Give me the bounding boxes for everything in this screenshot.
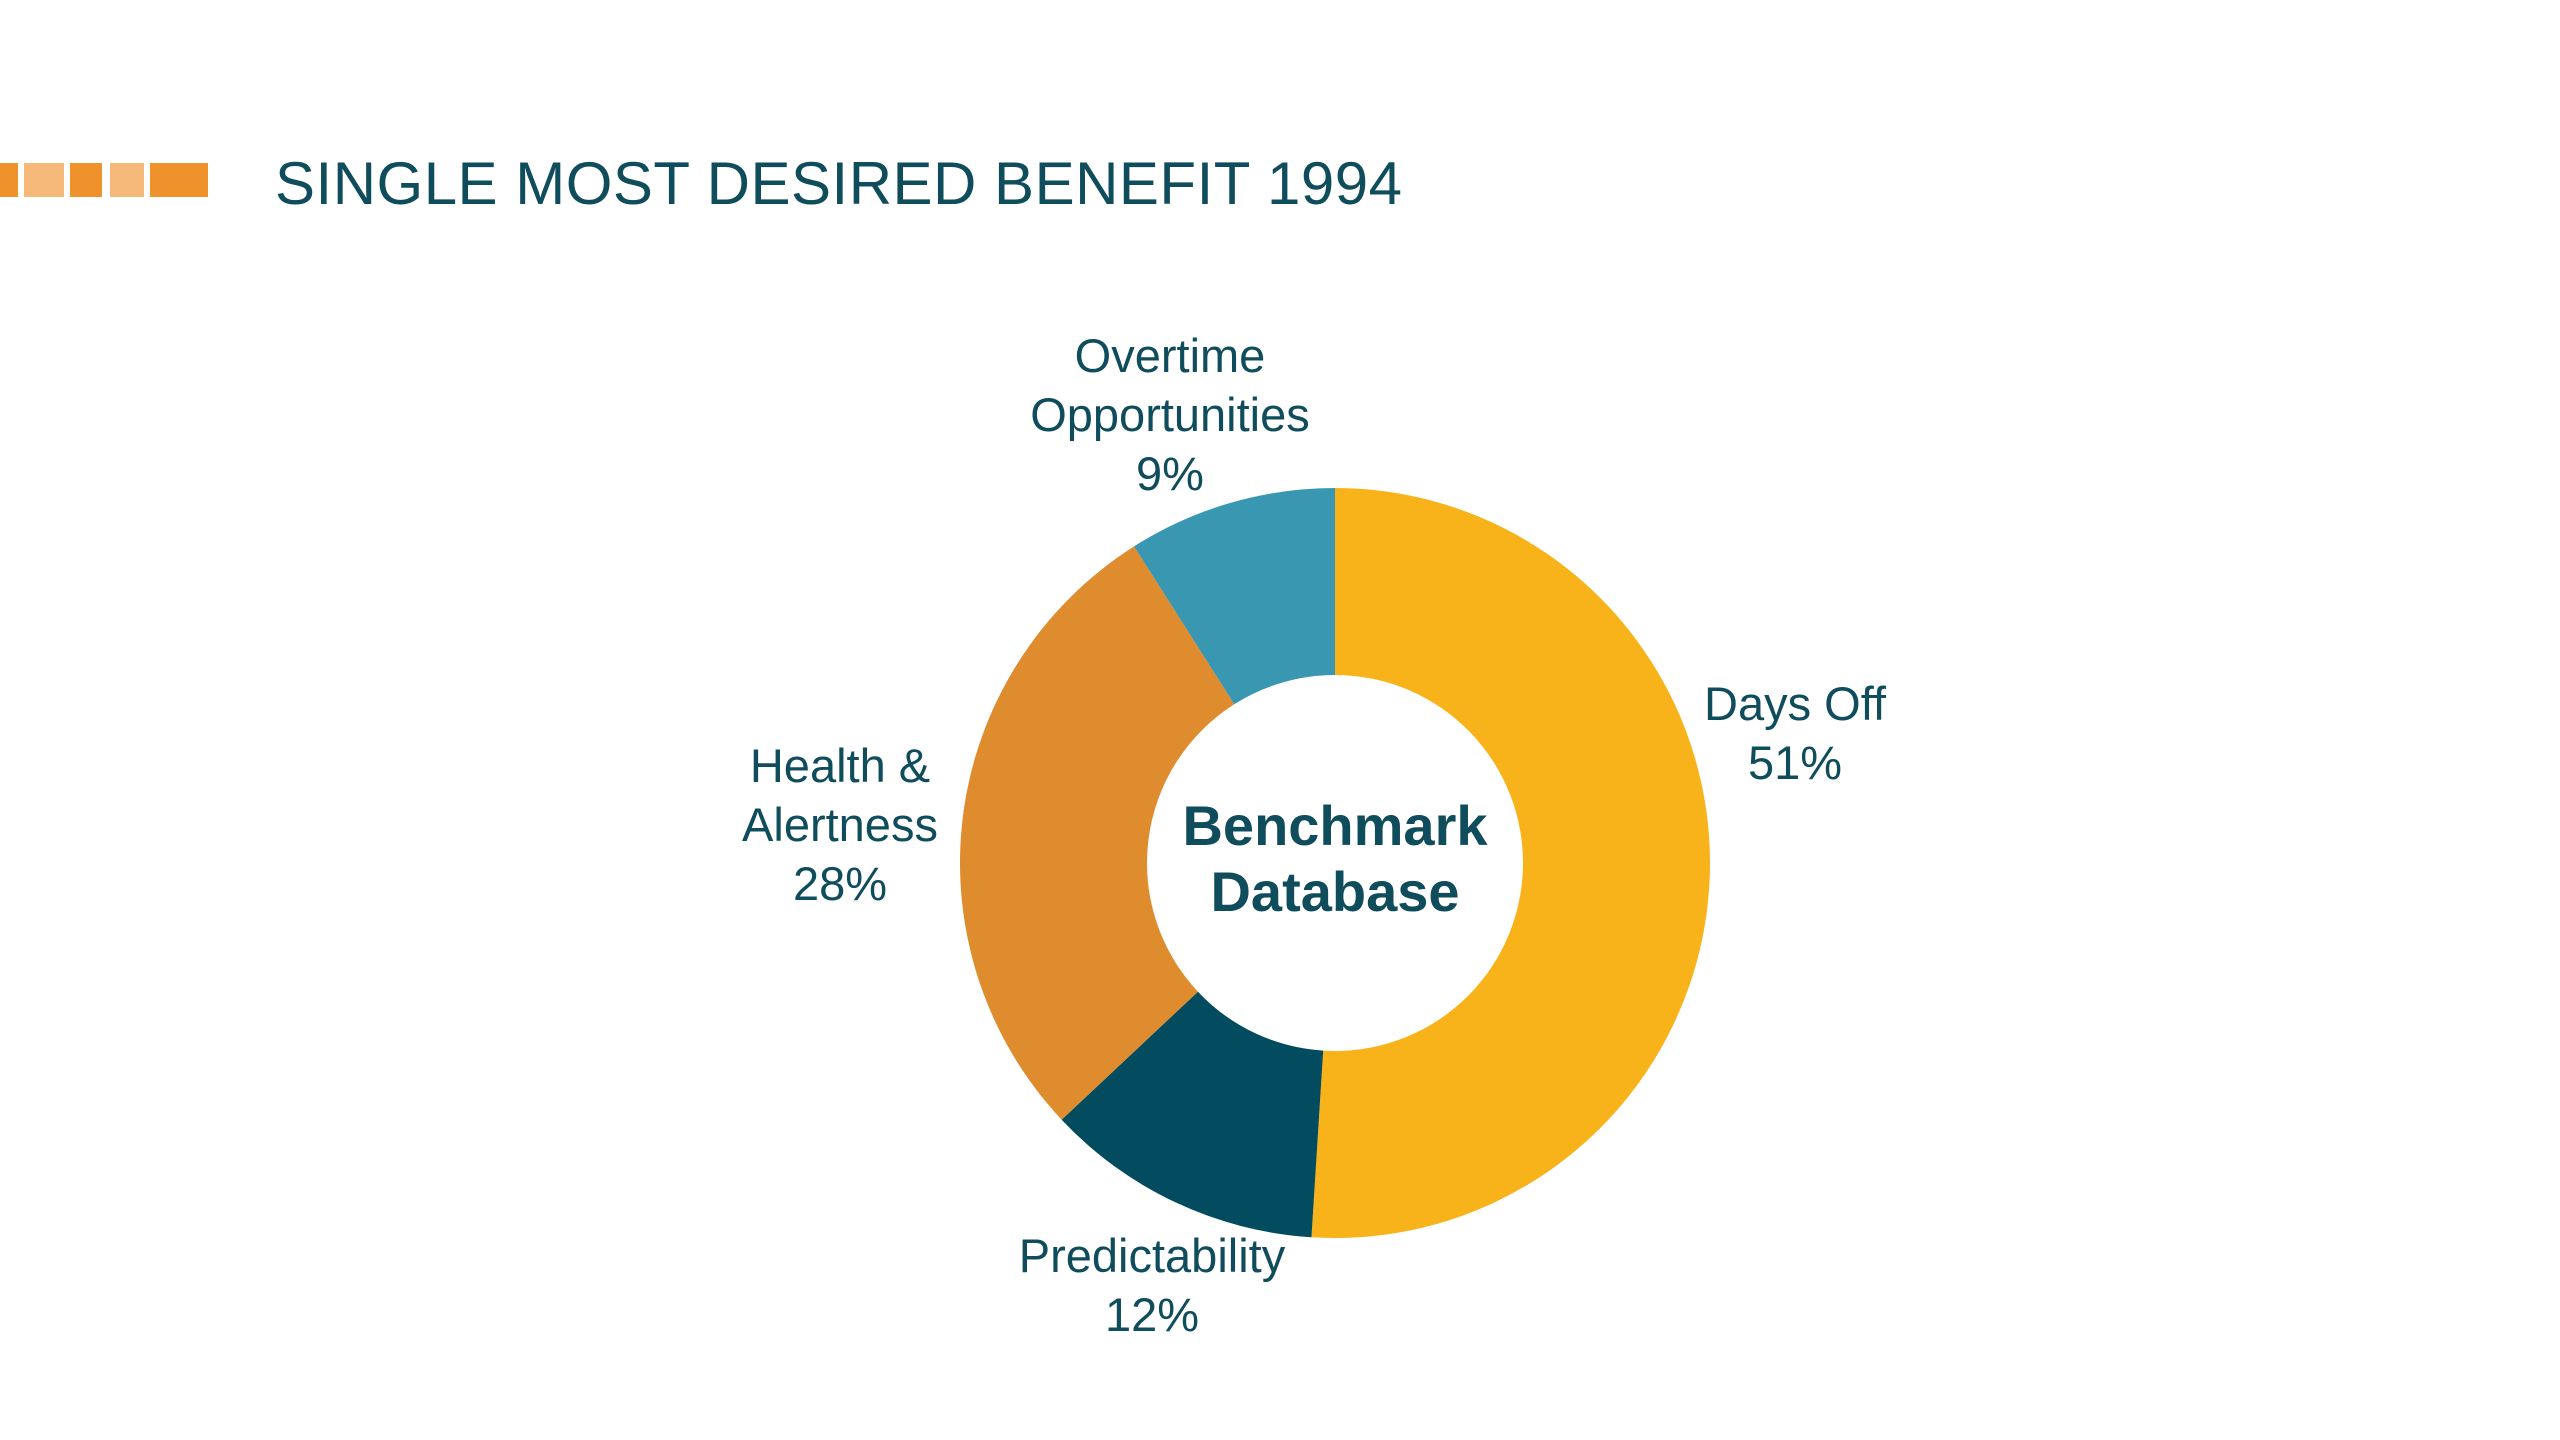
slice-label: Days Off 51% — [1704, 677, 1887, 789]
center-label: Benchmark Database — [1182, 794, 1488, 923]
slice-value-label: 12% — [1105, 1288, 1199, 1341]
slice-predictability — [1061, 991, 1324, 1238]
slice-category-label: Days Off — [1704, 677, 1887, 730]
slice-overtime-opportunities — [1134, 488, 1335, 705]
accent-bar-segment — [150, 163, 208, 197]
center-label-line: Database — [1210, 860, 1459, 923]
slice-category-label: Overtime — [1075, 329, 1266, 382]
center-label-line: Benchmark — [1182, 794, 1488, 857]
slice-category-label: Alertness — [742, 798, 938, 851]
slice-category-label: Opportunities — [1030, 388, 1310, 441]
slice-label: Predictability 12% — [1019, 1229, 1286, 1341]
accent-bar-segment — [70, 163, 102, 197]
slice-health-alertness — [960, 546, 1235, 1120]
accent-bar — [0, 163, 208, 197]
accent-bar-segment — [110, 163, 144, 197]
accent-bar-segment — [0, 163, 18, 197]
slice-label: Health & Alertness 28% — [742, 739, 938, 910]
slice-category-label: Health & — [750, 739, 930, 792]
slide-title: SINGLE MOST DESIRED BENEFIT 1994 — [275, 150, 1403, 217]
slice-value-label: 9% — [1136, 447, 1204, 500]
slice-days-off — [1311, 488, 1711, 1238]
accent-bar-segment — [24, 163, 64, 197]
slice-value-label: 28% — [793, 857, 887, 910]
slice-value-label: 51% — [1748, 736, 1842, 789]
slice-category-label: Predictability — [1019, 1229, 1286, 1282]
slice-label: Overtime Opportunities 9% — [1030, 329, 1310, 500]
